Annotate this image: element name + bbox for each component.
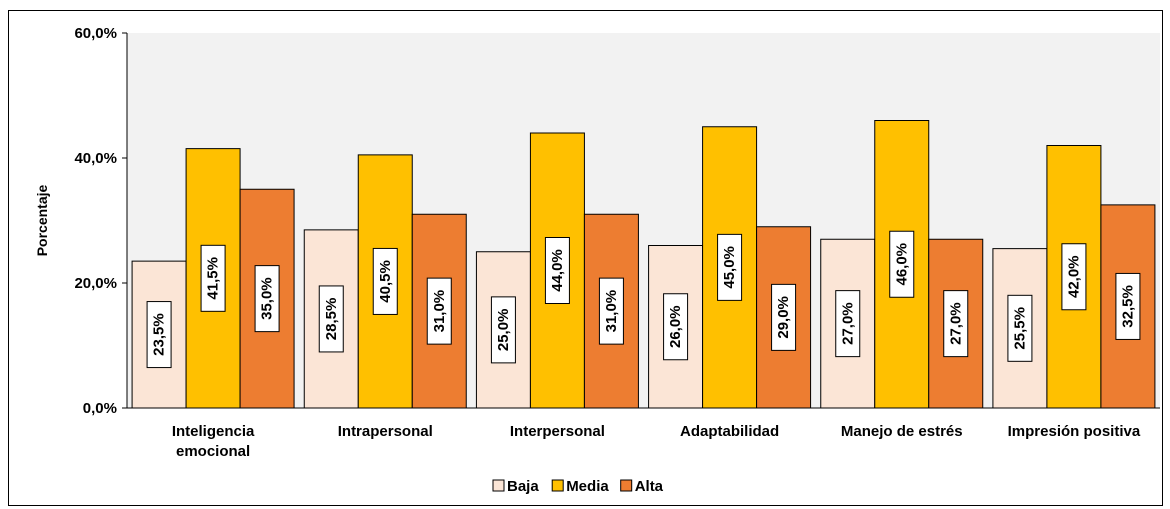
- data-label: 42,0%: [1065, 255, 1082, 298]
- legend-label-alta: Alta: [635, 478, 664, 495]
- data-label-box: [1115, 272, 1141, 340]
- data-label-box: [490, 296, 516, 364]
- y-axis-label: Porcentaje: [34, 184, 50, 256]
- data-label: 41,5%: [205, 257, 222, 300]
- data-label-box: [146, 301, 172, 369]
- data-label: 29,0%: [775, 296, 792, 339]
- data-label: 45,0%: [721, 246, 738, 289]
- data-label: 44,0%: [549, 249, 566, 292]
- data-label: 40,5%: [377, 260, 394, 303]
- data-label-box: [318, 285, 344, 353]
- data-label-box: [717, 233, 743, 301]
- data-label: 28,5%: [323, 298, 340, 341]
- data-label-box: [663, 293, 689, 361]
- data-label: 27,0%: [947, 302, 964, 345]
- y-tick-label: 0,0%: [83, 400, 117, 417]
- data-label: 31,0%: [431, 290, 448, 333]
- data-label-box: [1007, 294, 1033, 362]
- category-label: Interpersonal: [510, 423, 605, 440]
- data-label-box: [771, 283, 797, 351]
- y-tick-label: 20,0%: [74, 275, 117, 292]
- data-label-box: [544, 237, 570, 304]
- data-label-box: [372, 247, 398, 315]
- legend-swatch-baja: [492, 479, 505, 492]
- category-label: Intrapersonal: [338, 423, 433, 440]
- data-label-box: [835, 290, 861, 358]
- y-tick-label: 60,0%: [74, 25, 117, 42]
- data-label: 25,5%: [1011, 307, 1028, 350]
- legend-swatch-alta: [620, 479, 633, 492]
- plot-area: [127, 33, 1160, 408]
- legend-swatch-media: [551, 479, 564, 492]
- data-label-box: [943, 290, 969, 358]
- data-label: 46,0%: [893, 243, 910, 286]
- category-label: Impresión positiva: [1008, 423, 1141, 440]
- y-tick-label: 40,0%: [74, 150, 117, 167]
- data-label: 31,0%: [603, 290, 620, 333]
- data-label: 26,0%: [667, 305, 684, 348]
- data-label: 23,5%: [151, 313, 168, 356]
- category-label: emocional: [176, 443, 250, 460]
- data-label: 32,5%: [1119, 285, 1136, 328]
- category-label: Inteligencia: [172, 423, 255, 440]
- data-label: 27,0%: [839, 302, 856, 345]
- data-label-box: [426, 277, 452, 345]
- data-label-box: [889, 230, 915, 298]
- legend-label-media: Media: [566, 478, 609, 495]
- data-label-box: [1061, 243, 1087, 311]
- data-label: 25,0%: [495, 309, 512, 352]
- data-label: 35,0%: [259, 277, 276, 320]
- legend-label-baja: Baja: [507, 478, 539, 495]
- category-label: Adaptabilidad: [680, 423, 779, 440]
- data-label-box: [254, 265, 280, 333]
- data-label-box: [598, 277, 624, 345]
- data-label-box: [200, 244, 226, 312]
- category-label: Manejo de estrés: [841, 423, 963, 440]
